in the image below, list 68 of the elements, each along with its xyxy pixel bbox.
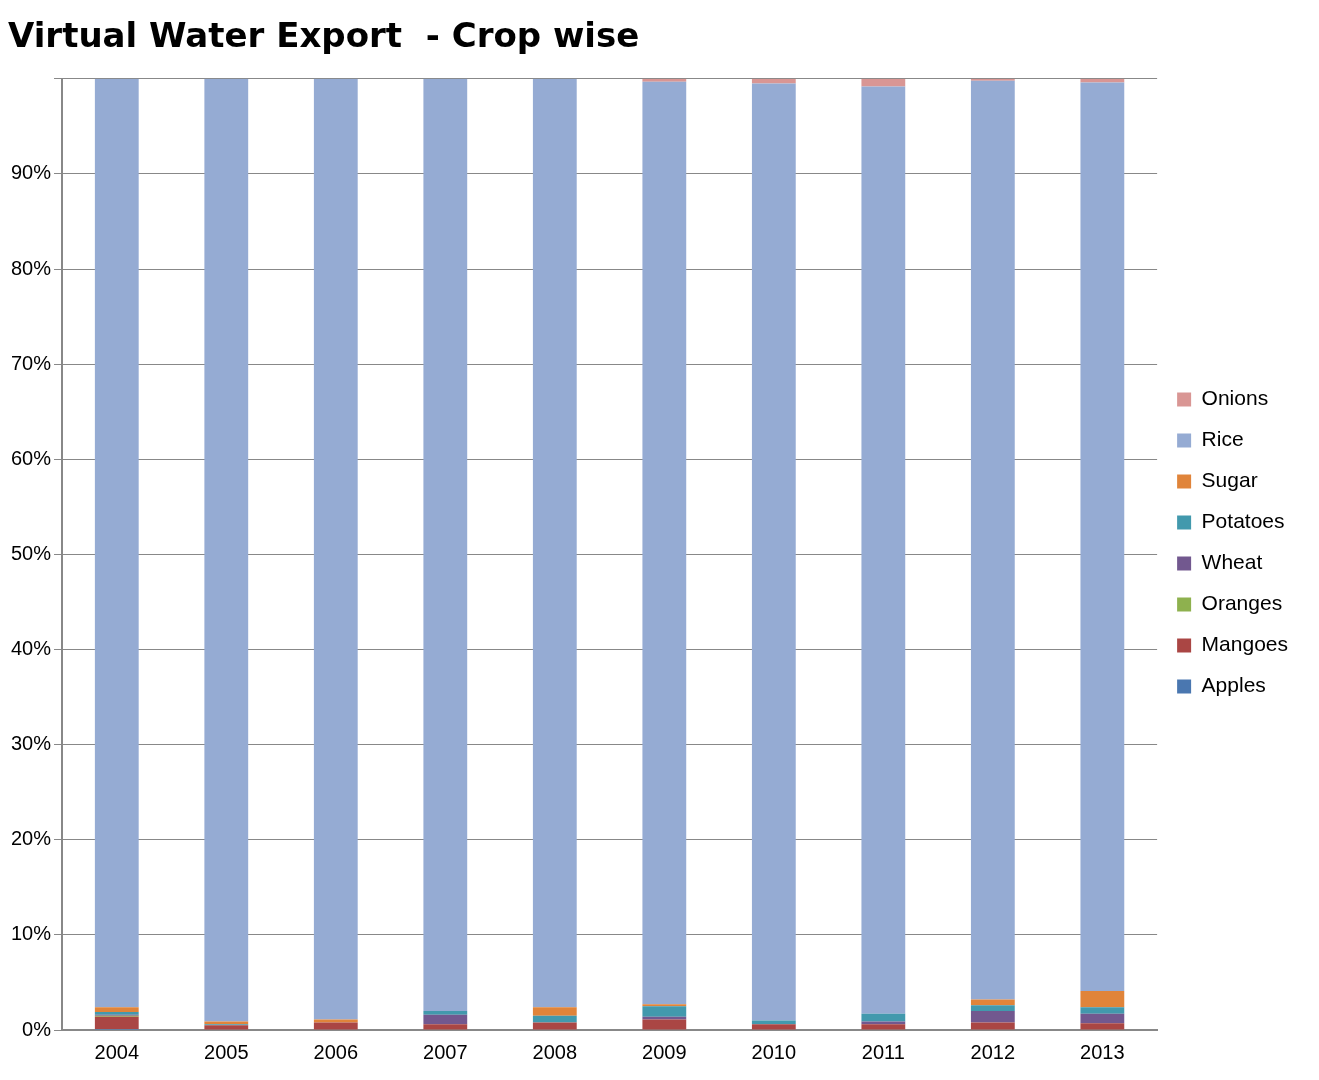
bar <box>94 78 139 1008</box>
y-tick-label: 40% <box>11 637 52 660</box>
x-tick-label: 2010 <box>751 1040 797 1063</box>
legend-label: Apples <box>1201 673 1266 697</box>
chart-title: Virtual Water Export - Crop wise <box>8 15 640 56</box>
bar <box>204 78 249 1022</box>
legend-label: Potatoes <box>1201 509 1285 533</box>
bar <box>861 1013 906 1022</box>
bar <box>532 1015 577 1023</box>
x-tick-label: 2006 <box>313 1040 359 1063</box>
x-tick-label: 2013 <box>1080 1040 1125 1063</box>
bar <box>861 1021 906 1025</box>
bar <box>1080 1013 1125 1024</box>
bar <box>1080 991 1125 1008</box>
bar <box>423 1024 468 1030</box>
y-tick-label: 60% <box>11 446 52 469</box>
bar <box>313 1022 358 1030</box>
legend-label: Oranges <box>1201 591 1283 615</box>
bar <box>970 1022 1015 1030</box>
y-tick-label: 0% <box>22 1017 52 1040</box>
bar <box>313 78 358 1020</box>
bar <box>642 1006 687 1017</box>
bar <box>423 1010 468 1015</box>
bar <box>970 1005 1015 1011</box>
bar <box>642 1016 687 1020</box>
x-tick-label: 2005 <box>204 1040 249 1063</box>
y-tick-label: 20% <box>11 827 52 850</box>
x-tick-label: 2011 <box>861 1040 905 1063</box>
y-tick-label: 30% <box>11 732 52 755</box>
bar <box>1080 1007 1125 1014</box>
legend-label: Wheat <box>1201 550 1263 574</box>
y-tick-label: 70% <box>11 351 52 374</box>
bar <box>1080 82 1125 991</box>
bar <box>751 78 796 84</box>
bar <box>532 1007 577 1016</box>
x-tick-label: 2009 <box>642 1040 687 1063</box>
legend-label: Mangoes <box>1201 632 1288 656</box>
bar <box>423 78 468 1011</box>
x-tick-label: 2008 <box>532 1040 578 1063</box>
bar <box>970 1010 1015 1023</box>
bar <box>532 78 577 1008</box>
bar <box>94 1016 139 1030</box>
bar <box>94 1007 139 1012</box>
bar <box>861 1024 906 1030</box>
bar <box>1080 1023 1125 1030</box>
bar <box>751 83 796 1021</box>
y-tick-label: 50% <box>11 541 52 564</box>
x-tick-label: 2004 <box>94 1040 140 1063</box>
bar <box>642 81 687 1005</box>
bar <box>642 1019 687 1030</box>
y-tick-label: 80% <box>11 256 52 279</box>
bar <box>861 86 906 1014</box>
legend-label: Onions <box>1201 386 1269 410</box>
bar <box>1080 78 1125 83</box>
bar <box>861 78 906 87</box>
bar <box>642 78 687 82</box>
legend-label: Rice <box>1201 427 1244 451</box>
bar <box>751 1024 796 1030</box>
x-tick-label: 2012 <box>970 1040 1016 1063</box>
y-tick-label: 10% <box>11 922 52 945</box>
bar <box>970 80 1015 1000</box>
bar <box>204 1025 249 1030</box>
x-tick-label: 2007 <box>423 1040 468 1063</box>
bar <box>751 1020 796 1025</box>
legend-label: Sugar <box>1201 468 1258 492</box>
bar <box>532 1022 577 1030</box>
y-tick-label: 90% <box>11 161 52 184</box>
bar <box>423 1014 468 1025</box>
